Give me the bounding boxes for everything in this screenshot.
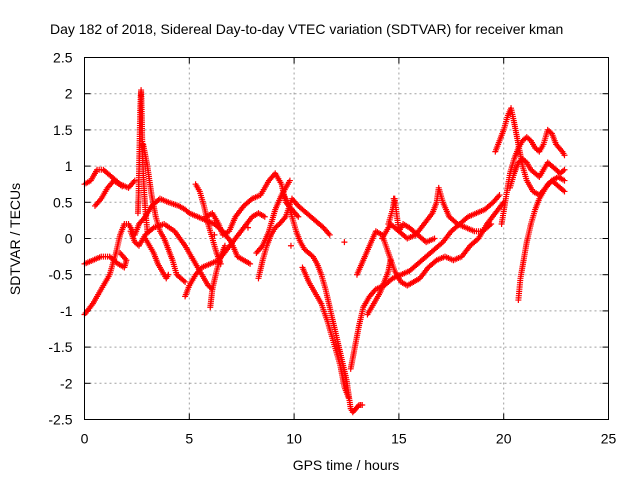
y-tick-label: -1.5 <box>48 339 72 355</box>
data-point <box>359 402 366 409</box>
data-point <box>247 196 254 203</box>
y-tick-label: -2 <box>60 375 73 391</box>
data-point <box>560 187 567 194</box>
data-points <box>81 87 568 416</box>
data-point <box>221 242 228 249</box>
data-point <box>211 231 218 238</box>
x-axis-label: GPS time / hours <box>293 457 400 473</box>
data-point <box>390 195 397 202</box>
plot-frame <box>84 57 609 420</box>
y-tick-label: 1.5 <box>53 122 73 138</box>
y-tick-label: 1 <box>65 158 73 174</box>
data-point <box>319 223 326 230</box>
data-point <box>287 242 294 249</box>
x-tick-label: 15 <box>391 431 407 447</box>
y-tick-label: 0.5 <box>53 194 73 210</box>
x-tick-label: 5 <box>185 431 193 447</box>
data-point <box>131 177 138 184</box>
data-point <box>286 177 293 184</box>
data-point <box>308 252 315 259</box>
y-axis-label: SDTVAR / TECUs <box>7 183 23 295</box>
ticks: 2.5 2 1.5 1 0.5 0 -0.5 -1 -1.5 -2 -2.5 0 5 10 15 20 25 <box>48 50 616 447</box>
data-point <box>453 219 460 226</box>
data-point <box>463 214 470 221</box>
data-point <box>431 235 438 242</box>
data-point <box>474 236 481 243</box>
chart-title: Day 182 of 2018, Sidereal Day-to-day VTE… <box>50 21 563 37</box>
x-tick-label: 25 <box>601 431 617 447</box>
data-point <box>149 225 156 232</box>
data-point <box>488 200 495 207</box>
data-point <box>561 152 568 159</box>
data-point <box>496 192 503 199</box>
data-point <box>180 277 187 284</box>
data-point <box>119 183 126 190</box>
x-tick-label: 20 <box>496 431 512 447</box>
data-point <box>261 213 268 220</box>
data-point <box>244 224 251 231</box>
x-tick-label: 0 <box>81 431 89 447</box>
data-point <box>345 394 352 401</box>
data-point <box>295 213 302 220</box>
data-point <box>488 221 495 228</box>
data-point <box>526 136 533 143</box>
data-point <box>432 258 439 265</box>
data-point <box>561 177 568 184</box>
data-point <box>275 222 282 229</box>
y-tick-label: 2.5 <box>53 50 73 66</box>
data-point <box>184 208 191 215</box>
data-point <box>486 222 493 229</box>
data-point <box>355 403 362 410</box>
data-point <box>165 271 172 278</box>
data-point <box>561 166 568 173</box>
data-point <box>560 167 567 174</box>
x-tick-label: 10 <box>286 431 302 447</box>
data-point <box>182 278 189 285</box>
data-point <box>247 260 254 267</box>
y-tick-label: 2 <box>65 86 73 102</box>
data-point <box>522 158 529 165</box>
y-tick-label: -1 <box>60 303 73 319</box>
data-point <box>341 239 348 246</box>
data-point <box>326 231 333 238</box>
data-point <box>561 188 568 195</box>
y-tick-label: 0 <box>65 231 73 247</box>
y-tick-label: -2.5 <box>48 412 72 428</box>
data-point <box>547 129 554 136</box>
y-tick-label: -0.5 <box>48 267 72 283</box>
data-point <box>388 276 395 283</box>
data-point <box>387 257 394 264</box>
